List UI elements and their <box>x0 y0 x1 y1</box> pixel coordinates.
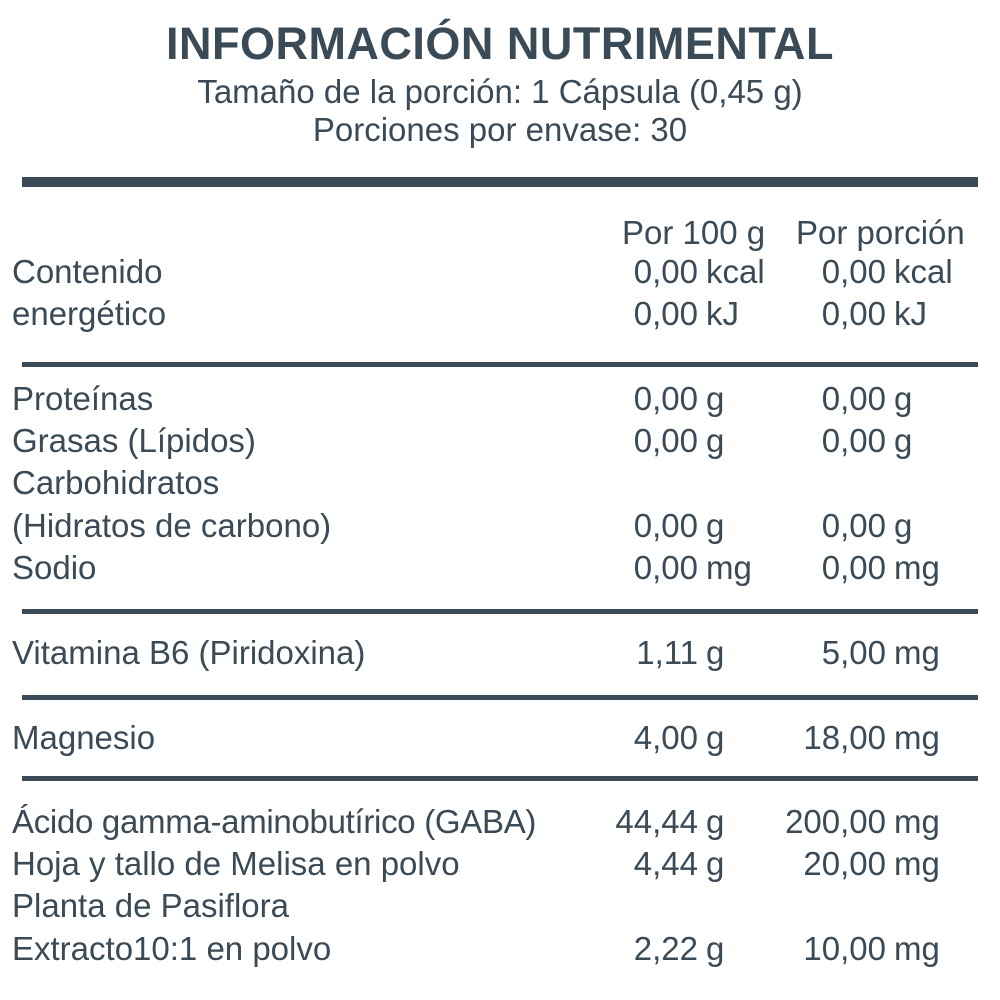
sodium-per-100g: 0,00 <box>633 549 698 586</box>
protein-label: Proteínas <box>12 380 154 417</box>
gaba-per-100g: 44,44 <box>615 803 698 840</box>
servings-per-container: Porciones por envase: 30 <box>312 111 688 148</box>
divider <box>22 609 978 614</box>
carbs-per-serving: 0,00 <box>821 507 886 544</box>
sodium-unit-serving: mg <box>894 549 940 586</box>
gaba-unit-100g: g <box>706 803 725 840</box>
gaba-unit-serving: mg <box>894 803 940 840</box>
magnesium-per-100g: 4,00 <box>633 719 698 756</box>
vitamin-b6-label: Vitamina B6 (Piridoxina) <box>12 634 366 671</box>
melisa-unit-serving: mg <box>894 845 940 882</box>
protein-unit-serving: g <box>894 380 913 417</box>
divider <box>22 695 978 700</box>
pasiflora-label-line1: Planta de Pasiflora <box>12 887 290 924</box>
column-header-per-serving: Por porción <box>796 214 965 251</box>
energy-kcal-per-100g: 0,00 <box>633 253 698 290</box>
carbs-unit-serving: g <box>894 507 913 544</box>
pasiflora-per-serving: 10,00 <box>803 930 886 967</box>
fat-label: Grasas (Lípidos) <box>12 422 256 459</box>
energy-label-line2: energético <box>12 295 167 332</box>
protein-per-serving: 0,00 <box>821 380 886 417</box>
fat-per-serving: 0,00 <box>821 422 886 459</box>
energy-kj-unit-serving: kJ <box>894 295 927 332</box>
divider <box>22 362 978 367</box>
carbs-label-line2: (Hidratos de carbono) <box>12 507 332 544</box>
energy-label-line1: Contenido <box>12 253 163 290</box>
pasiflora-unit-serving: mg <box>894 930 940 967</box>
divider <box>22 776 978 781</box>
vitamin-b6-per-100g: 1,11 <box>636 634 698 671</box>
carbs-label-line1: Carbohidratos <box>12 464 220 501</box>
serving-size: Tamaño de la porción: 1 Cápsula (0,45 g) <box>197 73 803 110</box>
gaba-per-serving: 200,00 <box>785 803 886 840</box>
vitamin-b6-per-serving: 5,00 <box>821 634 886 671</box>
magnesium-unit-serving: mg <box>894 719 940 756</box>
energy-kcal-unit: kcal <box>706 253 765 290</box>
melisa-label: Hoja y tallo de Melisa en polvo <box>12 845 460 882</box>
sodium-per-serving: 0,00 <box>821 549 886 586</box>
column-header-per-100g: Por 100 g <box>622 214 766 251</box>
magnesium-per-serving: 18,00 <box>803 719 886 756</box>
thick-divider <box>22 177 978 187</box>
vitamin-b6-unit-100g: g <box>706 634 725 671</box>
pasiflora-label-line2: Extracto10:1 en polvo <box>12 930 332 967</box>
energy-kj-per-serving: 0,00 <box>821 295 886 332</box>
magnesium-unit-100g: g <box>706 719 725 756</box>
pasiflora-unit-100g: g <box>706 930 725 967</box>
melisa-per-100g: 4,44 <box>633 845 698 882</box>
carbs-unit-100g: g <box>706 507 725 544</box>
energy-kj-unit: kJ <box>706 295 739 332</box>
sodium-label: Sodio <box>12 549 97 586</box>
protein-per-100g: 0,00 <box>633 380 698 417</box>
energy-kj-per-100g: 0,00 <box>633 295 698 332</box>
fat-per-100g: 0,00 <box>633 422 698 459</box>
sodium-unit-100g: mg <box>706 549 752 586</box>
page-title: INFORMACIÓN NUTRIMENTAL <box>165 18 835 69</box>
energy-kcal-unit-serving: kcal <box>894 253 953 290</box>
melisa-per-serving: 20,00 <box>803 845 886 882</box>
energy-kcal-per-serving: 0,00 <box>821 253 886 290</box>
vitamin-b6-unit-serving: mg <box>894 634 940 671</box>
melisa-unit-100g: g <box>706 845 725 882</box>
protein-unit-100g: g <box>706 380 725 417</box>
fat-unit-serving: g <box>894 422 913 459</box>
gaba-label: Ácido gamma-aminobutírico (GABA) <box>12 803 537 840</box>
fat-unit-100g: g <box>706 422 725 459</box>
magnesium-label: Magnesio <box>12 719 156 756</box>
carbs-per-100g: 0,00 <box>633 507 698 544</box>
pasiflora-per-100g: 2,22 <box>633 930 698 967</box>
